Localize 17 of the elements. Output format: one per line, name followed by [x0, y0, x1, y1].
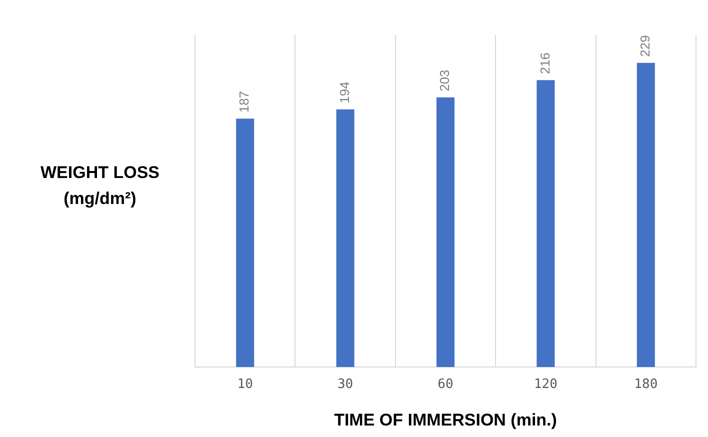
data-label: 194: [336, 82, 352, 104]
data-label: 216: [537, 52, 552, 74]
bar: [436, 97, 455, 367]
x-tick-label: 30: [337, 377, 354, 392]
bar: [336, 109, 354, 367]
x-axis-title: TIME OF IMMERSION (min.): [334, 410, 557, 430]
data-label: 203: [437, 70, 452, 92]
x-tick-label: 120: [534, 377, 558, 392]
x-tick-label: 60: [438, 377, 454, 392]
y-axis-title: WEIGHT LOSS (mg/dm²): [40, 162, 160, 210]
bar: [236, 118, 254, 367]
data-label: 229: [637, 35, 652, 57]
bar: [636, 62, 655, 367]
bar: [536, 80, 555, 367]
x-tick-label: 10: [237, 377, 253, 392]
data-label: 187: [236, 90, 252, 113]
x-tick-label: 180: [634, 377, 658, 392]
